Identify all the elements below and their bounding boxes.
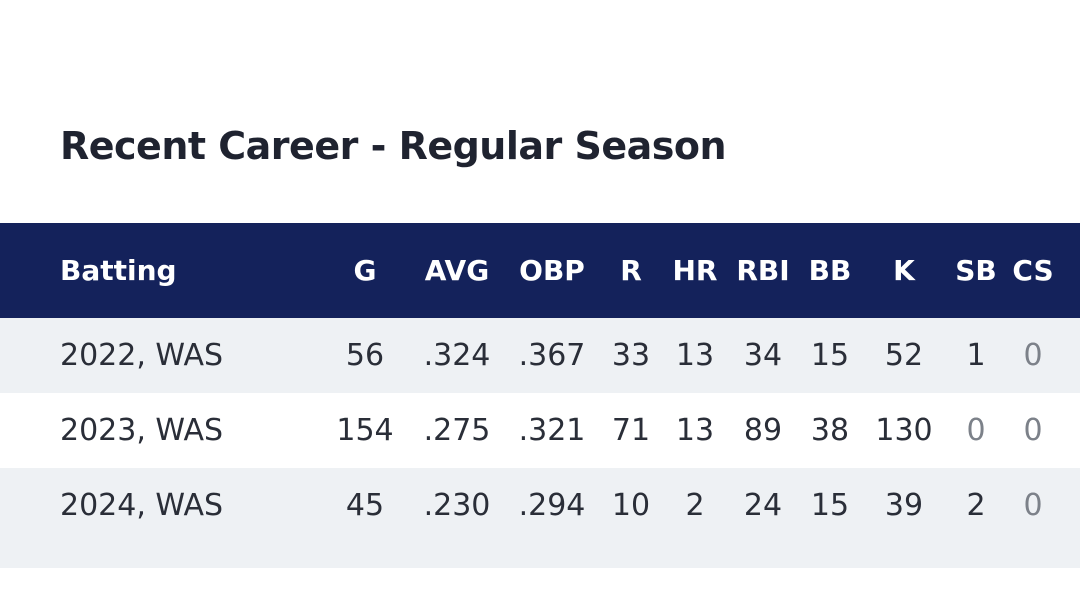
table-row: 2022, WAS 56 .324 .367 33 13 34 15 52 1 …: [0, 318, 1080, 393]
k-cell: 52: [884, 338, 924, 373]
header-g: G: [353, 254, 377, 287]
header-batting: Batting: [60, 254, 177, 287]
table-row: 2024, WAS 45 .230 .294 10 2 24 15 39 2 0: [0, 468, 1080, 543]
season-cell: 2023, WAS: [60, 413, 224, 448]
g-cell: 154: [336, 413, 394, 448]
header-bb: BB: [808, 254, 852, 287]
hr-cell: 13: [675, 413, 715, 448]
header-avg: AVG: [424, 254, 490, 287]
r-cell: 10: [611, 488, 651, 523]
bb-cell: 38: [810, 413, 850, 448]
header-sb: SB: [955, 254, 997, 287]
rbi-cell: 34: [743, 338, 783, 373]
season-cell: 2022, WAS: [60, 338, 224, 373]
rbi-cell: 24: [743, 488, 783, 523]
hr-cell: 2: [685, 488, 705, 523]
header-obp: OBP: [519, 254, 585, 287]
k-cell: 130: [875, 413, 933, 448]
obp-cell: .321: [518, 413, 586, 448]
table-footer-strip: [0, 543, 1080, 568]
header-cs: CS: [1012, 254, 1054, 287]
g-cell: 56: [345, 338, 385, 373]
bb-cell: 15: [810, 488, 850, 523]
season-cell: 2024, WAS: [60, 488, 224, 523]
cs-cell: 0: [1023, 338, 1043, 373]
section-title: Recent Career - Regular Season: [60, 124, 727, 168]
table-row: 2023, WAS 154 .275 .321 71 13 89 38 130 …: [0, 393, 1080, 468]
avg-cell: .324: [423, 338, 491, 373]
cs-cell: 0: [1023, 413, 1043, 448]
hr-cell: 13: [675, 338, 715, 373]
header-rbi: RBI: [736, 254, 790, 287]
cs-cell: 0: [1023, 488, 1043, 523]
header-k: K: [893, 254, 915, 287]
r-cell: 71: [611, 413, 651, 448]
sb-cell: 1: [966, 338, 986, 373]
obp-cell: .294: [518, 488, 586, 523]
table-header-row: Batting G AVG OBP R HR RBI BB K SB CS: [0, 223, 1080, 318]
obp-cell: .367: [518, 338, 586, 373]
bb-cell: 15: [810, 338, 850, 373]
avg-cell: .275: [423, 413, 491, 448]
k-cell: 39: [884, 488, 924, 523]
rbi-cell: 89: [743, 413, 783, 448]
r-cell: 33: [611, 338, 651, 373]
career-stats-table: Batting G AVG OBP R HR RBI BB K SB CS 20…: [0, 223, 1080, 568]
header-hr: HR: [672, 254, 718, 287]
header-r: R: [620, 254, 642, 287]
sb-cell: 0: [966, 413, 986, 448]
g-cell: 45: [345, 488, 385, 523]
sb-cell: 2: [966, 488, 986, 523]
avg-cell: .230: [423, 488, 491, 523]
